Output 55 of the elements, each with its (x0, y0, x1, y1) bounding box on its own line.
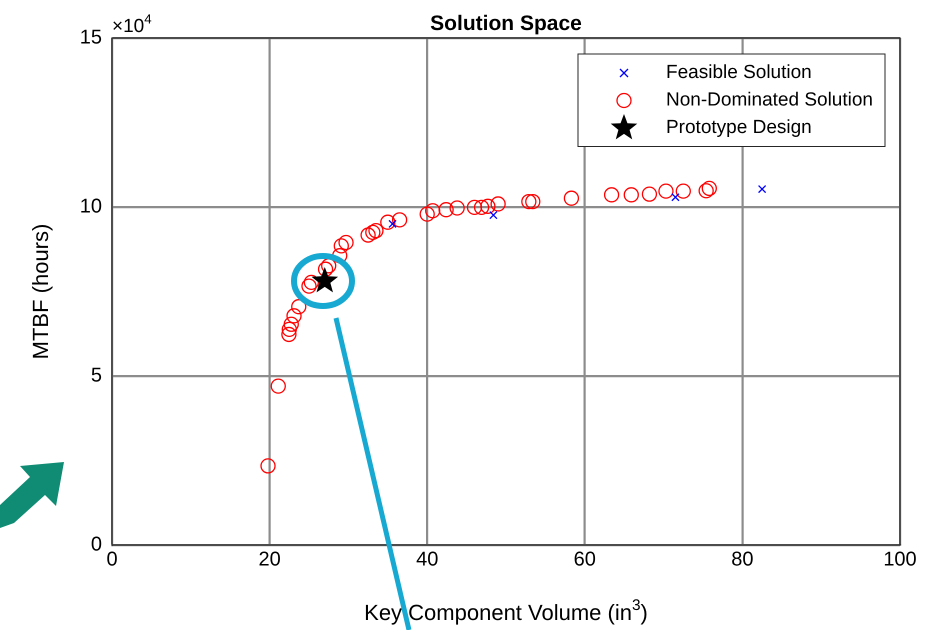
point (270, 378, 286, 394)
point (420, 206, 435, 222)
point (624, 187, 639, 202)
point (365, 224, 380, 240)
point (642, 186, 658, 202)
point (321, 258, 336, 274)
point (318, 262, 334, 277)
point (281, 326, 297, 342)
point (291, 299, 306, 314)
point (676, 183, 691, 199)
point (388, 220, 397, 228)
x-tick-label: 0 (106, 548, 118, 571)
point (260, 458, 276, 474)
point (368, 223, 384, 238)
point (466, 200, 482, 215)
point (564, 190, 580, 206)
point (360, 227, 376, 243)
point (698, 183, 714, 198)
point (338, 234, 354, 250)
x-tick-label: 20 (258, 548, 281, 571)
point (604, 187, 620, 202)
point (286, 308, 302, 324)
point (392, 212, 408, 228)
point (449, 200, 465, 216)
point (758, 184, 766, 194)
x-tick-label: 40 (416, 548, 438, 571)
point (380, 214, 396, 230)
y-tick-label: 5 (90, 364, 102, 387)
chart-title: Solution Space (430, 12, 582, 35)
x-tick-label: 80 (731, 548, 754, 571)
point (490, 196, 506, 212)
point (438, 202, 454, 218)
y-tick-label: 0 (90, 534, 102, 556)
point (282, 322, 297, 338)
point (489, 210, 498, 220)
y-axis-title: MTBF (hours) (28, 224, 53, 360)
point (474, 200, 490, 215)
point (702, 180, 717, 196)
x-tick-label: 100 (883, 548, 917, 571)
y-tick-label: 10 (80, 196, 102, 218)
legend-label: Prototype Design (666, 117, 812, 138)
point (334, 238, 349, 254)
legend-label: Feasible Solution (666, 62, 812, 84)
point (521, 194, 536, 210)
point (480, 198, 496, 214)
point (671, 193, 680, 202)
x-tick-label: 60 (574, 548, 596, 571)
point (284, 316, 299, 332)
legend-label: Non-Dominated Solution (666, 90, 874, 111)
y-tick-label: 15 (80, 26, 102, 49)
point (301, 278, 317, 294)
point (658, 183, 674, 199)
point (425, 203, 440, 218)
point (525, 194, 540, 210)
point (304, 274, 320, 290)
